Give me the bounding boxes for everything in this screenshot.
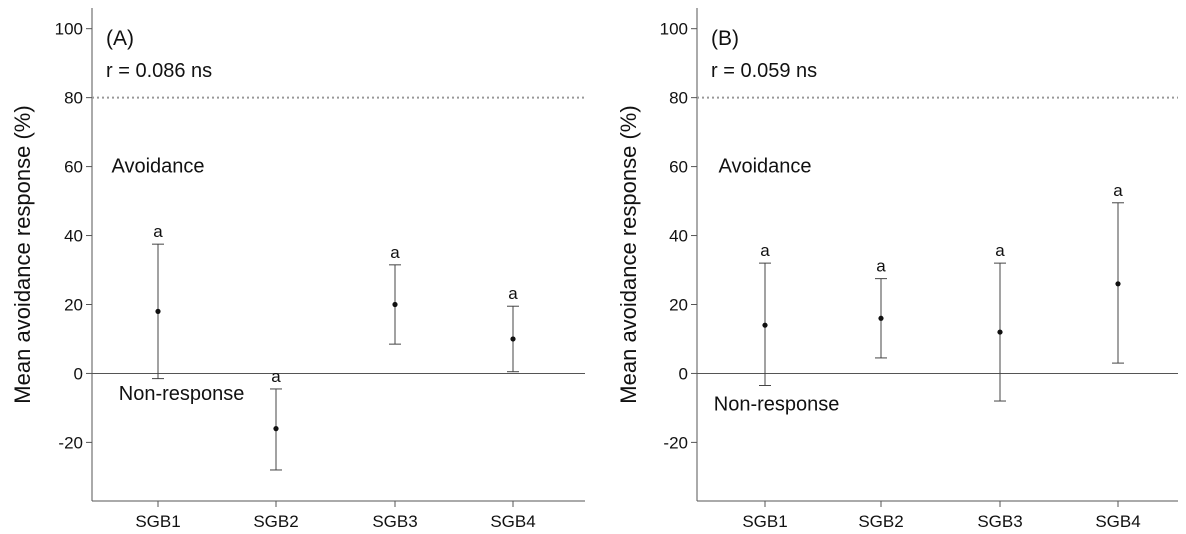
region-label: Avoidance	[718, 156, 811, 178]
significance-letter: a	[760, 241, 770, 260]
y-tick-label: 20	[669, 295, 688, 314]
y-tick-label: -20	[58, 433, 83, 452]
mean-point	[762, 322, 768, 328]
y-tick-label: 40	[64, 227, 83, 246]
y-axis-title: Mean avoidance response (%)	[10, 105, 35, 403]
y-tick-label: -20	[663, 433, 688, 452]
region-label: Non-response	[714, 393, 840, 415]
mean-point	[155, 308, 161, 314]
y-tick-label: 60	[669, 158, 688, 177]
significance-letter: a	[508, 284, 518, 303]
x-tick-label: SGB3	[977, 512, 1022, 531]
y-tick-label: 60	[64, 158, 83, 177]
x-tick-label: SGB3	[372, 512, 417, 531]
significance-letter: a	[876, 257, 886, 276]
y-tick-label: 80	[64, 89, 83, 108]
x-tick-label: SGB2	[858, 512, 903, 531]
x-tick-label: SGB2	[253, 512, 298, 531]
y-tick-label: 0	[679, 364, 688, 383]
x-tick-label: SGB1	[135, 512, 180, 531]
panel-label: (A)	[106, 27, 134, 50]
y-axis-title: Mean avoidance response (%)	[616, 105, 641, 403]
mean-point	[392, 301, 398, 308]
chart-panel-b: -20 0 20 40 60 80 100 Mean avoidance response (…	[616, 8, 1178, 531]
region-label: Non-response	[119, 383, 245, 405]
y-tick-label: 100	[660, 20, 688, 39]
region-label: Avoidance	[111, 156, 204, 178]
mean-point	[510, 336, 516, 342]
significance-letter: a	[995, 241, 1005, 260]
y-tick-label: 0	[74, 364, 83, 383]
x-tick-label: SGB4	[1095, 512, 1140, 531]
significance-letter: a	[390, 243, 400, 262]
mean-point	[997, 329, 1003, 335]
mean-point	[878, 315, 884, 321]
y-tick-label: 80	[669, 89, 688, 108]
panel-label: (B)	[711, 27, 739, 50]
x-tick-label: SGB4	[490, 512, 535, 531]
significance-letter: a	[1113, 181, 1123, 200]
y-tick-label: 100	[55, 20, 83, 39]
x-tick-label: SGB1	[742, 512, 787, 531]
mean-point	[273, 426, 279, 432]
correlation-stat: r = 0.086 ns	[106, 60, 212, 82]
significance-letter: a	[153, 222, 163, 241]
correlation-stat: r = 0.059 ns	[711, 60, 817, 82]
significance-letter: a	[271, 367, 281, 386]
y-tick-label: 40	[669, 227, 688, 246]
mean-point	[1115, 281, 1121, 287]
y-tick-label: 20	[64, 295, 83, 314]
chart-panel-a: -20 0 20 40 60 80 100 Mean avoidance response (…	[10, 8, 585, 531]
